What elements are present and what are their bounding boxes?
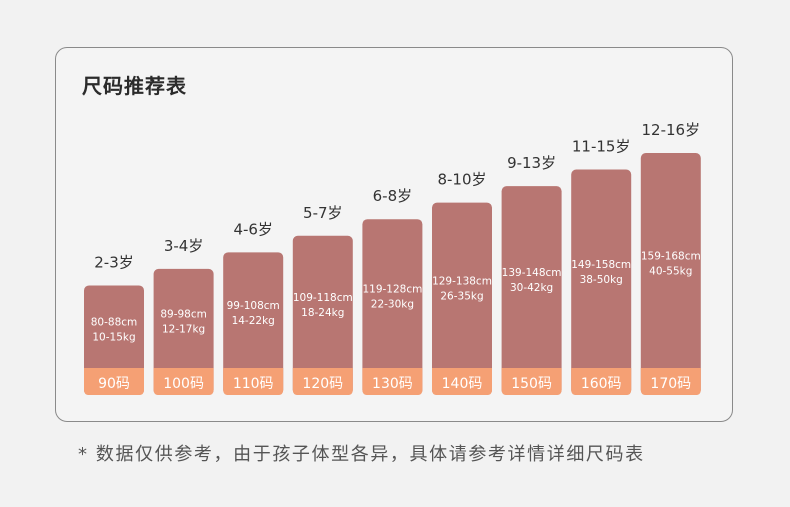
size-label-band xyxy=(432,368,492,395)
height-range-label: 149-158cm xyxy=(571,259,631,271)
weight-range-label: 26-35kg xyxy=(440,290,483,302)
size-bar xyxy=(153,268,214,395)
size-label-band xyxy=(84,368,144,395)
weight-range-label: 40-55kg xyxy=(649,266,692,278)
weight-range-label: 18-24kg xyxy=(301,307,344,319)
age-range-label: 9-13岁 xyxy=(507,154,556,172)
weight-range-label: 22-30kg xyxy=(371,299,414,311)
size-bar xyxy=(362,219,423,395)
size-label-band xyxy=(571,368,632,395)
size-bar xyxy=(292,235,353,395)
size-bar xyxy=(501,186,562,395)
height-range-label: 99-108cm xyxy=(227,300,280,312)
size-label: 120码 xyxy=(302,376,343,392)
height-range-label: 159-168cm xyxy=(641,251,701,263)
size-label: 100码 xyxy=(163,376,204,392)
size-label-band xyxy=(292,368,353,395)
size-label: 160码 xyxy=(581,376,622,392)
weight-range-label: 10-15kg xyxy=(92,332,135,344)
weight-range-label: 30-42kg xyxy=(510,282,553,294)
age-range-label: 12-16岁 xyxy=(642,121,701,139)
size-bar xyxy=(571,169,632,395)
size-label-band xyxy=(640,368,701,395)
age-range-label: 5-7岁 xyxy=(303,204,343,222)
height-range-label: 139-148cm xyxy=(502,267,562,279)
age-range-label: 2-3岁 xyxy=(94,253,134,271)
size-label-band xyxy=(153,368,214,395)
weight-range-label: 14-22kg xyxy=(232,315,275,327)
age-range-label: 4-6岁 xyxy=(233,220,273,238)
chart-title: 尺码推荐表 xyxy=(82,74,187,98)
age-range-label: 3-4岁 xyxy=(164,237,204,255)
height-range-label: 89-98cm xyxy=(160,308,207,320)
size-bar xyxy=(432,202,492,395)
size-label: 90码 xyxy=(98,376,130,392)
weight-range-label: 12-17kg xyxy=(162,323,205,335)
size-label: 110码 xyxy=(233,376,274,392)
age-range-label: 6-8岁 xyxy=(373,187,413,205)
height-range-label: 129-138cm xyxy=(432,275,492,287)
size-label-band xyxy=(501,368,562,395)
footnote: * 数据仅供参考，由于孩子体型各异，具体请参考详情详细尺码表 xyxy=(78,444,645,465)
size-label: 170码 xyxy=(650,376,691,392)
size-bar xyxy=(84,285,144,395)
size-bar xyxy=(223,252,284,395)
age-range-label: 11-15岁 xyxy=(572,138,631,156)
size-label: 130码 xyxy=(372,376,413,392)
height-range-label: 109-118cm xyxy=(293,292,353,304)
weight-range-label: 38-50kg xyxy=(580,274,623,286)
height-range-label: 80-88cm xyxy=(91,317,138,329)
size-label-band xyxy=(362,368,423,395)
size-label: 140码 xyxy=(442,376,483,392)
size-label: 150码 xyxy=(511,376,552,392)
age-range-label: 8-10岁 xyxy=(437,171,486,189)
size-bar xyxy=(640,153,701,395)
size-label-band xyxy=(223,368,284,395)
height-range-label: 119-128cm xyxy=(362,284,422,296)
